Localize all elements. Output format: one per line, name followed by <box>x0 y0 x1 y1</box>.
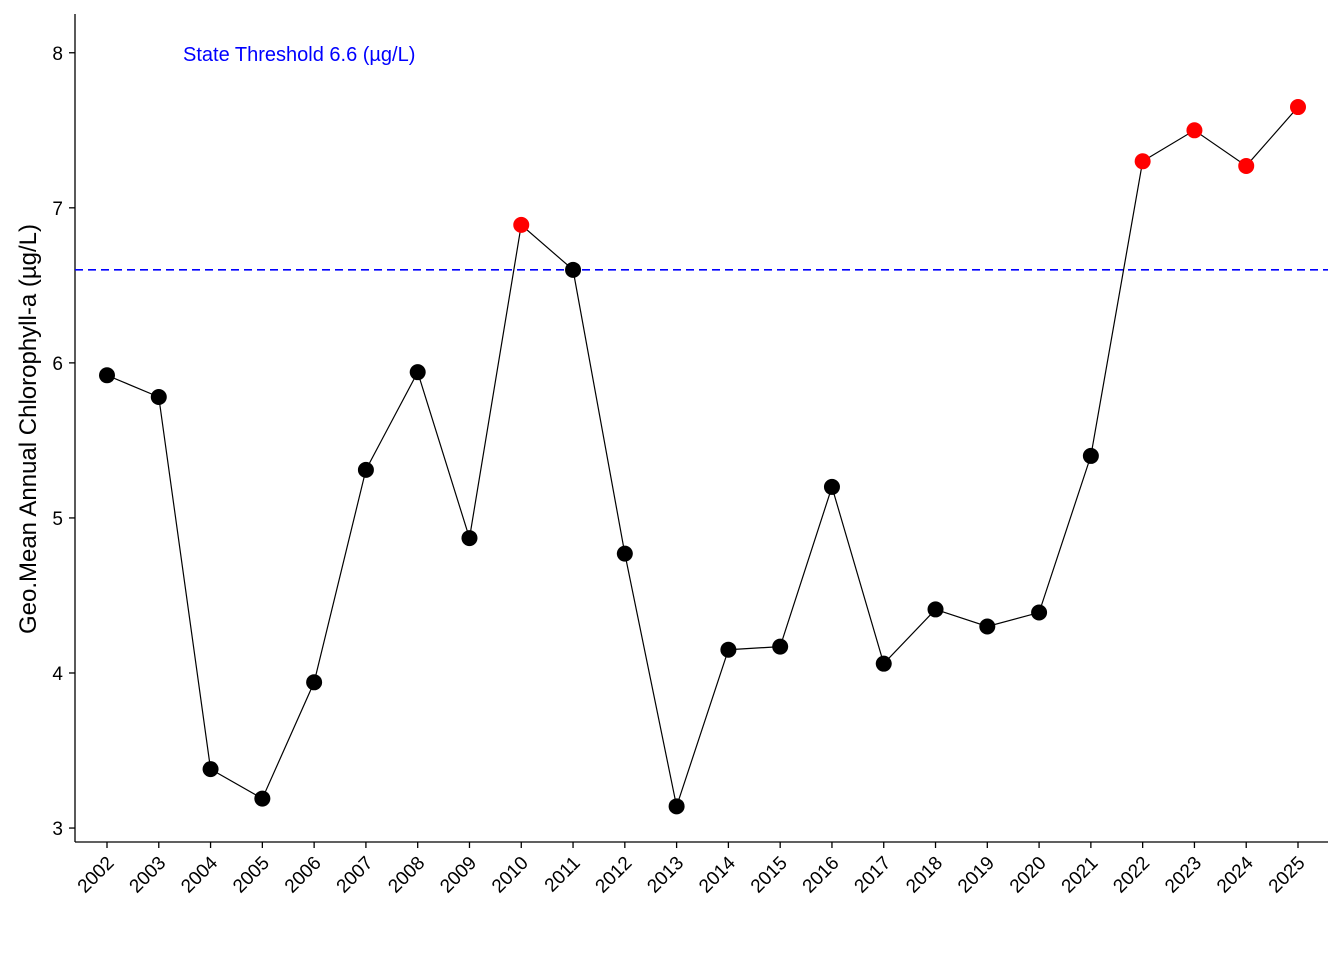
x-tick-label: 2011 <box>541 853 585 897</box>
data-point <box>254 790 271 807</box>
x-tick-label: 2004 <box>177 852 222 897</box>
points <box>99 99 1306 815</box>
x-tick-label: 2007 <box>333 853 378 898</box>
data-point <box>565 261 582 278</box>
y-axis-label: Geo.Mean Annual Chlorophyll-a (µg/L) <box>15 224 42 634</box>
x-tick-label: 2020 <box>1006 853 1051 898</box>
y-tick-label: 4 <box>52 664 63 685</box>
y-tick-label: 6 <box>52 354 63 375</box>
data-point <box>720 641 737 658</box>
y-tick-label: 3 <box>52 819 63 840</box>
x-tick-label: 2010 <box>488 853 533 898</box>
data-point <box>927 601 944 618</box>
data-point <box>461 530 478 547</box>
x-tick-label: 2009 <box>436 853 481 898</box>
data-point <box>616 545 633 562</box>
data-point <box>823 478 840 495</box>
x-tick-label: 2019 <box>954 853 999 898</box>
data-point <box>1290 99 1306 116</box>
data-point <box>99 367 115 384</box>
data-point <box>1238 157 1255 174</box>
x-tick-label: 2008 <box>384 853 429 898</box>
data-point <box>1082 447 1099 464</box>
data-point <box>668 798 685 815</box>
threshold-label: State Threshold 6.6 (µg/L) <box>183 44 415 66</box>
data-point <box>513 216 530 233</box>
x-tick-label: 2005 <box>229 853 274 898</box>
x-tick-label: 2025 <box>1265 853 1310 898</box>
y-tick-label: 8 <box>52 44 63 65</box>
x-tick-label: 2014 <box>695 852 740 897</box>
x-tick-label: 2015 <box>747 853 792 898</box>
y-tick-label: 7 <box>52 199 63 220</box>
data-point <box>357 461 374 478</box>
data-point <box>772 638 789 655</box>
data-point <box>1186 122 1203 139</box>
x-tick-label: 2024 <box>1213 852 1258 897</box>
data-point <box>875 655 892 672</box>
x-tick-label: 2016 <box>799 853 844 898</box>
x-tick-label: 2018 <box>902 853 947 898</box>
x-tick-label: 2017 <box>851 853 896 898</box>
x-tick-label: 2002 <box>74 853 119 898</box>
x-tick-label: 2012 <box>592 853 637 898</box>
data-point <box>202 761 219 778</box>
data-point <box>1134 153 1151 170</box>
data-point <box>409 364 426 381</box>
x-tick-label: 2022 <box>1109 853 1154 898</box>
x-tick-label: 2021 <box>1058 853 1103 898</box>
y-tick-label: 5 <box>52 509 63 530</box>
x-tick-label: 2006 <box>281 853 326 898</box>
series-line <box>106 106 1299 809</box>
x-tick-label: 2023 <box>1161 853 1206 898</box>
x-tick-label: 2013 <box>643 853 688 898</box>
data-point <box>306 674 323 691</box>
data-point <box>150 388 167 405</box>
data-point <box>979 618 996 635</box>
data-point <box>1031 604 1048 621</box>
x-tick-label: 2003 <box>126 853 171 898</box>
